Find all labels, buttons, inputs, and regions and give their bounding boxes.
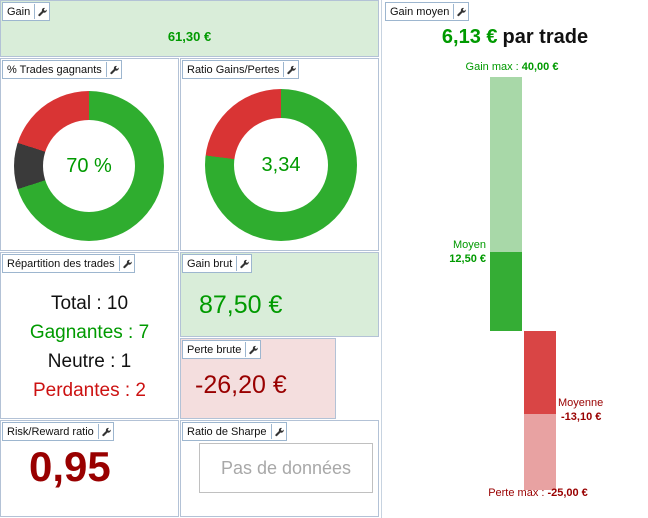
wrench-icon <box>274 427 284 436</box>
gross-loss-panel: Perte brute -26,20 € <box>180 338 336 419</box>
donut-center-label: 70 % <box>43 120 135 212</box>
wrench-button[interactable] <box>270 424 286 439</box>
panel-title: Ratio Gains/Pertes <box>187 63 280 76</box>
panel-title: % Trades gagnants <box>7 63 102 76</box>
gain-loss-ratio-panel: Ratio Gains/Pertes 3,34 <box>180 58 379 251</box>
total-trades-row: Total : 10 <box>50 293 129 314</box>
panel-header: Risk/Reward ratio <box>2 422 114 441</box>
max-loss-value: -25,00 € <box>547 487 588 499</box>
panel-header: Répartition des trades <box>2 254 135 273</box>
winning-trades-row: Gagnantes : 7 <box>29 322 150 343</box>
panel-title: Gain brut <box>187 257 233 270</box>
donut-center-label: 3,34 <box>234 118 328 212</box>
panel-title: Gain moyen <box>390 5 450 18</box>
waterfall-bar-segment <box>490 77 522 252</box>
gain-loss-ratio-value: 3,34 <box>261 153 301 176</box>
average-gain-line: 6,13 € par trade <box>382 26 648 49</box>
wrench-button[interactable] <box>236 256 252 271</box>
wrench-button[interactable] <box>245 342 261 357</box>
winrate-panel: % Trades gagnants 70 % <box>0 58 179 251</box>
gain-total-value: 61,30 € <box>167 29 212 44</box>
wrench-icon <box>110 65 119 74</box>
panel-title: Perte brute <box>187 343 242 356</box>
no-data-message: Pas de données <box>199 443 373 493</box>
average-gain-value: 6,13 € <box>441 26 498 48</box>
average-gain-suffix: par trade <box>502 26 589 48</box>
winrate-donut-chart: 70 % <box>14 91 164 241</box>
max-loss-label: Perte max : -25,00 € <box>488 487 588 499</box>
wrench-button[interactable] <box>283 62 299 77</box>
wrench-button[interactable] <box>118 256 134 271</box>
waterfall-bar-segment <box>490 251 522 332</box>
wrench-button[interactable] <box>105 62 121 77</box>
risk-reward-value: 0,95 <box>29 443 111 490</box>
wrench-button[interactable] <box>34 4 50 19</box>
wrench-icon <box>240 259 249 268</box>
max-gain-label: Gain max :40,00 € <box>465 61 559 73</box>
neutral-trades-row: Neutre : 1 <box>47 351 132 372</box>
wrench-icon <box>249 345 259 354</box>
panel-title: Répartition des trades <box>7 257 115 270</box>
wrench-button[interactable] <box>453 4 469 19</box>
wrench-icon <box>122 259 132 268</box>
average-win-label: Moyen 12,50 € <box>449 239 486 265</box>
average-loss-value: -13,10 € <box>561 411 602 423</box>
panel-title: Ratio de Sharpe <box>187 425 267 438</box>
waterfall-bar-segment <box>524 414 556 490</box>
wrench-icon <box>287 65 297 74</box>
panel-header: Ratio Gains/Pertes <box>182 60 300 79</box>
wrench-button[interactable] <box>97 424 113 439</box>
gross-loss-value: -26,20 € <box>195 371 287 399</box>
gain-panel: Gain 61,30 € <box>0 0 379 57</box>
panel-title: Risk/Reward ratio <box>7 425 94 438</box>
losing-trades-row: Perdantes : 2 <box>32 380 147 401</box>
panel-title: Gain <box>7 5 31 18</box>
average-loss-label: Moyenne -13,10 € <box>558 397 604 423</box>
gross-gain-panel: Gain brut 87,50 € <box>180 252 379 337</box>
average-win-value: 12,50 € <box>449 253 486 265</box>
panel-header: Gain <box>2 2 51 21</box>
risk-reward-panel: Risk/Reward ratio 0,95 <box>0 420 179 517</box>
panel-header: % Trades gagnants <box>2 60 122 79</box>
winrate-value: 70 % <box>66 154 112 177</box>
panel-header: Ratio de Sharpe <box>182 422 287 441</box>
max-gain-value: 40,00 € <box>521 61 559 73</box>
trade-distribution-panel: Répartition des trades Total : 10 Gagnan… <box>0 252 179 419</box>
gain-moyen-waterfall-chart <box>490 77 566 490</box>
gross-gain-value: 87,50 € <box>199 291 283 319</box>
gain-loss-donut-chart: 3,34 <box>205 89 357 241</box>
wrench-icon <box>38 7 47 16</box>
waterfall-bar-segment <box>524 331 556 415</box>
wrench-icon <box>102 427 111 436</box>
sharpe-ratio-panel: Ratio de Sharpe Pas de données <box>180 420 379 517</box>
average-gain-panel: Gain moyen 6,13 € par trade Gain max :40,… <box>381 0 648 518</box>
wrench-icon <box>457 7 467 16</box>
panel-header: Gain brut <box>182 254 253 273</box>
panel-header: Perte brute <box>182 340 262 359</box>
trade-distribution-list: Total : 10 Gagnantes : 7 Neutre : 1 Perd… <box>1 289 178 405</box>
panel-header: Gain moyen <box>385 2 470 21</box>
